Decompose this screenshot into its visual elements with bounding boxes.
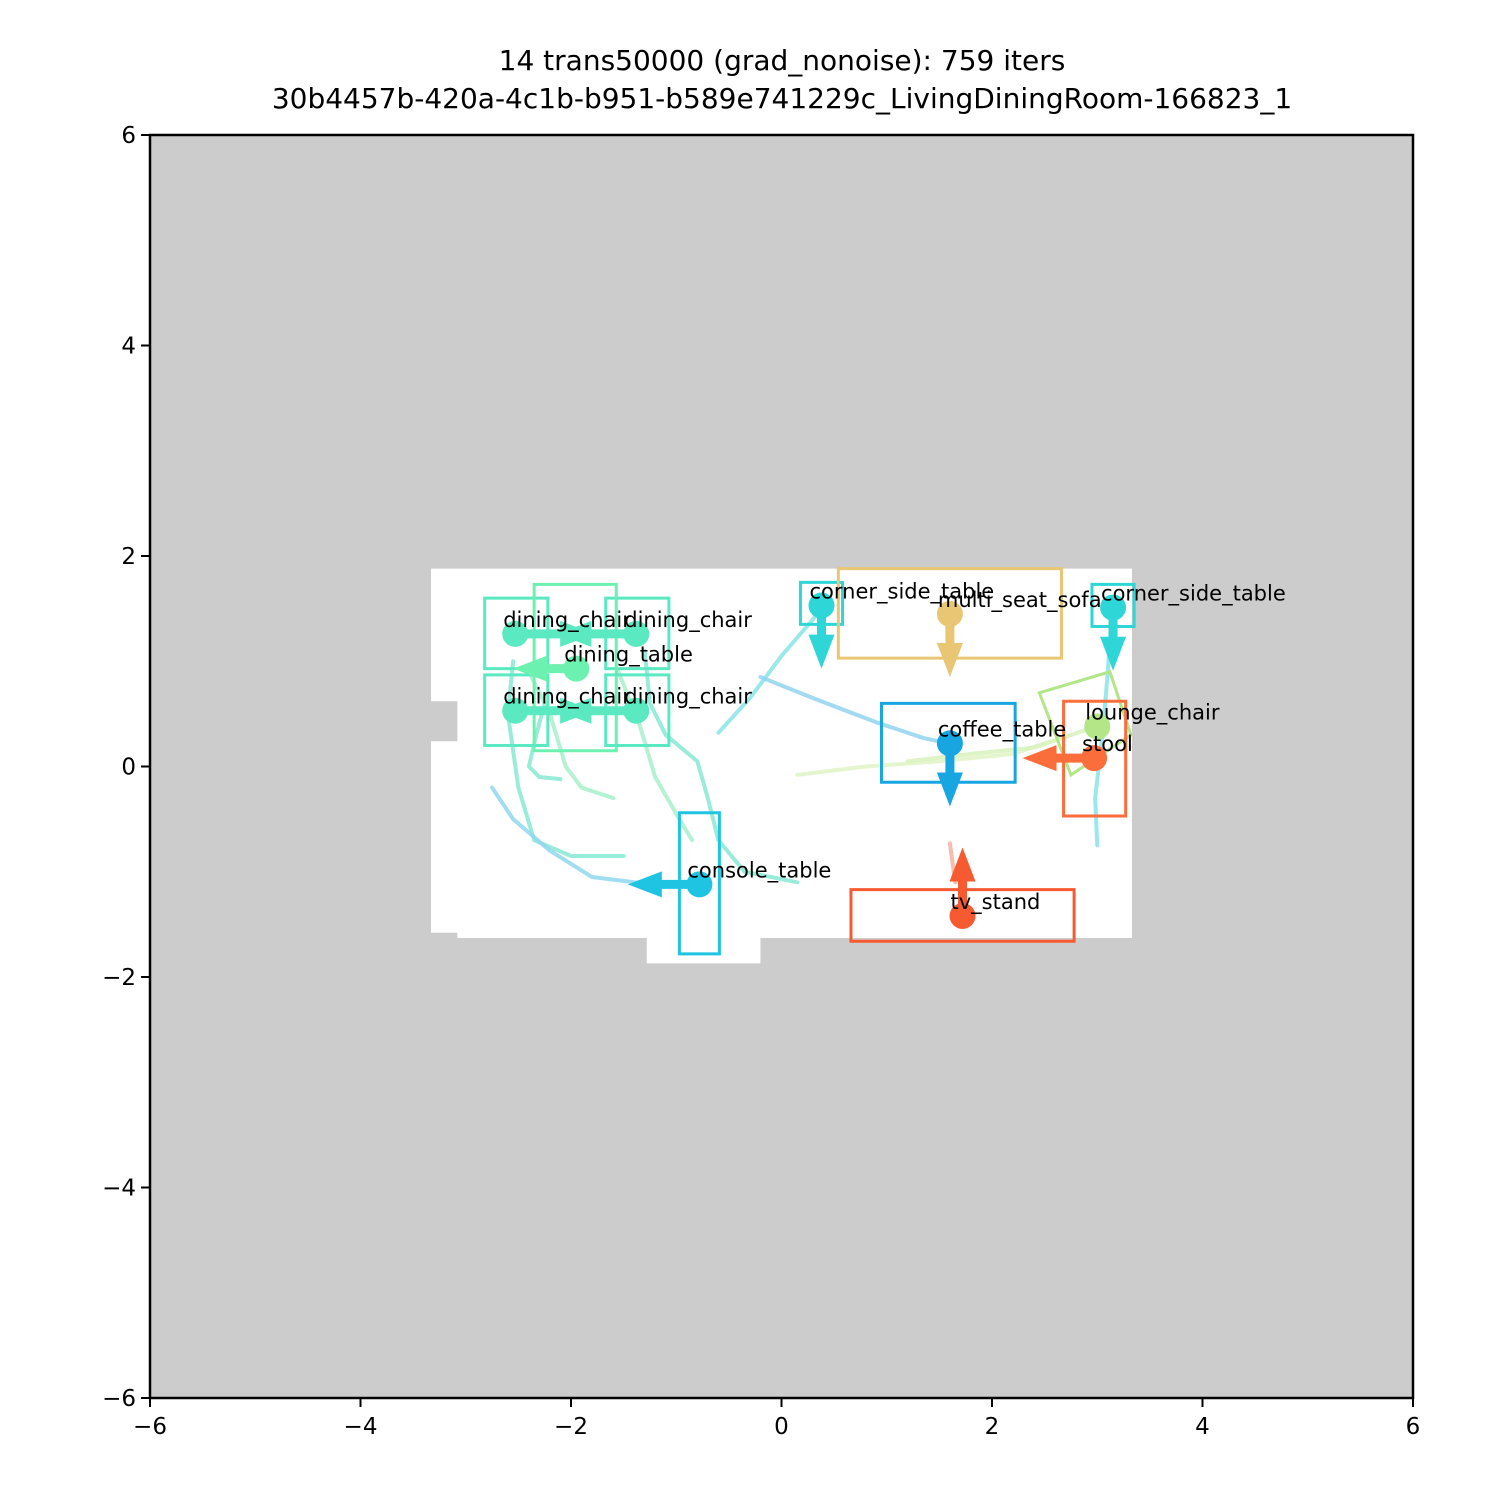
trajectory-line [905,727,1089,764]
x-tick-label: −2 [554,1414,588,1440]
y-tick-label: 6 [121,123,136,149]
chart-title-line-2: 30b4457b-420a-4c1b-b951-b589e741229c_Liv… [272,82,1292,115]
y-tick-label: −6 [102,1386,136,1412]
object-label-console_table: console_table [687,858,831,883]
y-tick-label: 2 [121,544,136,570]
object-bbox-dining_chair [604,673,671,747]
object-center-coffee_table [936,730,963,757]
object-center-dining_chair [623,620,650,647]
object-bbox-dining_table [532,582,618,753]
x-tick-label: −6 [133,1414,167,1440]
object-arrow-coffee_table [936,743,963,807]
object-bbox-corner_side_table [798,580,845,626]
object-bbox-multi_seat_sofa [836,567,1063,660]
object-arrow-dining_chair [557,697,637,724]
y-tick-label: −2 [102,965,136,991]
x-tick-label: 2 [985,1414,1000,1440]
object-center-lounge_chair [1084,713,1111,740]
object-center-corner_side_table [808,592,835,619]
axes: −6 −4 −2 0 2 4 6 −6 −4 −2 0 2 4 6 [102,123,1420,1440]
object-bbox-corner_side_table [1090,582,1136,629]
trajectory-line [526,701,563,782]
x-tick-label: 4 [1195,1414,1210,1440]
object-center-corner_side_table [1100,594,1127,621]
object-label-dining_chair: dining_chair [624,608,752,633]
object-bbox-stool [1062,699,1128,818]
object-bbox-coffee_table [879,701,1017,784]
plot-area: dining_chairdining_chairdining_tabledini… [150,135,1413,1398]
y-tick-label: 4 [121,334,136,360]
object-bbox-console_table [677,811,721,956]
object-arrow-multi_seat_sofa [936,613,963,678]
object-arrow-dining_chair [557,620,637,647]
object-label-dining_chair: dining_chair [503,685,631,710]
object-center-multi_seat_sofa [936,600,963,627]
object-bbox-lounge_chair [1037,669,1133,778]
object-bbox-tv_stand [849,888,1076,943]
object-center-dining_chair [502,620,529,647]
object-center-dining_chair [502,697,529,724]
trajectory-line [526,669,616,801]
object-label-dining_table: dining_table [564,643,693,668]
x-tick-label: 0 [774,1414,789,1440]
object-center-dining_chair [623,697,650,724]
trajectory-line [642,648,800,885]
x-tick-label: −4 [344,1414,378,1440]
object-arrow-stool [1022,745,1095,772]
object-arrow-dining_table [513,655,577,682]
object-arrow-corner_side_table [1100,607,1127,671]
chart-title-line-1: 14 trans50000 (grad_nonoise): 759 iters [499,44,1066,77]
object-center-stool [1081,745,1108,772]
object-arrow-corner_side_table [808,605,835,669]
object-label-coffee_table: coffee_table [938,717,1066,742]
object-label-corner_side_table: corner_side_table [809,579,994,604]
y-tick-label: −4 [102,1176,136,1202]
y-tick-label: 0 [121,755,136,781]
object-label-lounge_chair: lounge_chair [1085,701,1220,726]
object-label-multi_seat_sofa: multi_seat_sofa [938,588,1102,613]
x-tick-label: 6 [1406,1414,1421,1440]
object-bbox-dining_chair [604,596,671,671]
object-label-corner_side_table: corner_side_table [1101,582,1286,607]
object-arrow-console_table [627,871,700,898]
object-label-dining_chair: dining_chair [624,685,752,710]
object-center-tv_stand [949,902,976,929]
object-bbox-dining_chair [483,673,550,747]
object-arrow-tv_stand [949,847,976,916]
trajectory-line [758,675,950,746]
object-label-tv_stand: tv_stand [951,890,1041,915]
object-label-dining_chair: dining_chair [503,608,631,633]
object-center-console_table [686,871,713,898]
object-center-dining_table [563,655,590,682]
object-label-stool: stool [1082,732,1133,756]
